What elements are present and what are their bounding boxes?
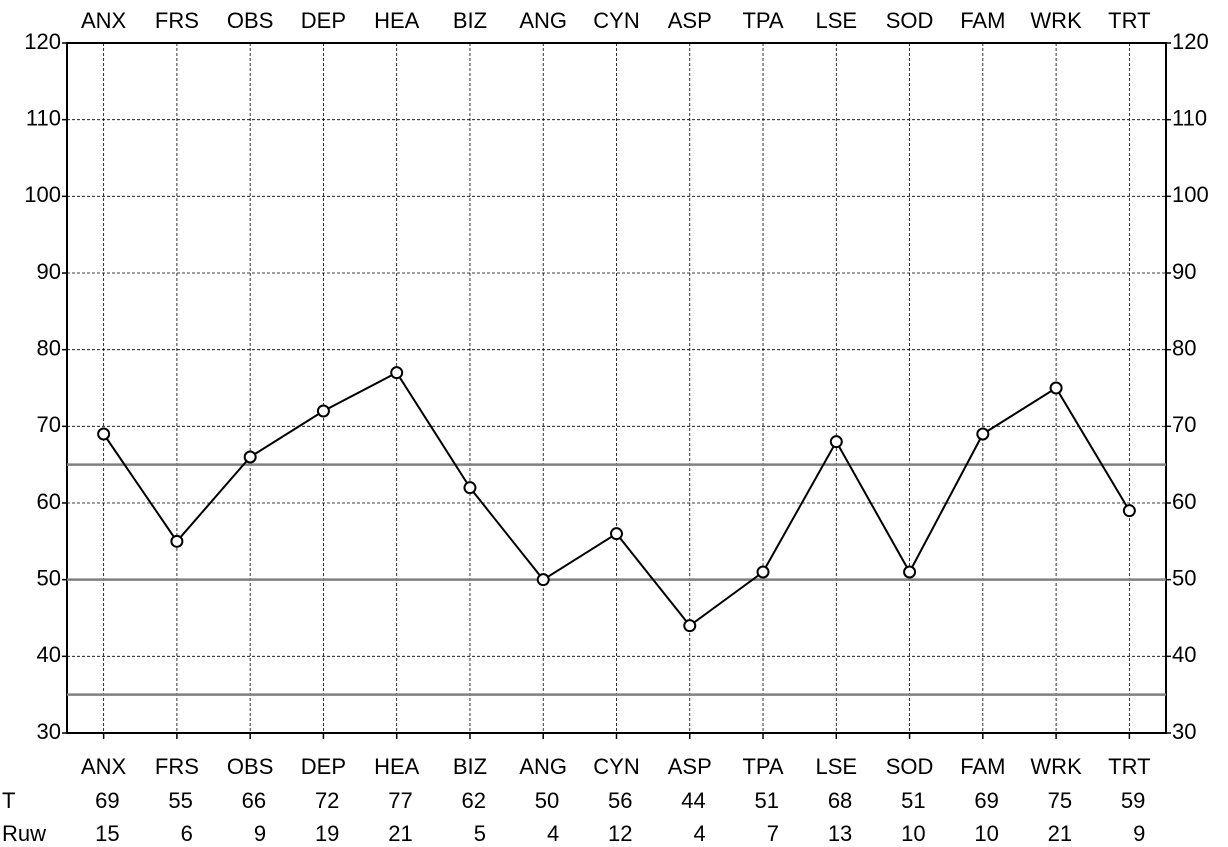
row-value: 6 [181, 821, 193, 846]
row-value: 7 [767, 821, 779, 846]
row-value: 44 [681, 788, 705, 813]
point [463, 481, 477, 495]
x-tick-label-top: BIZ [453, 8, 487, 33]
y-tick-label: 80 [37, 335, 61, 360]
row-value: 12 [608, 821, 632, 846]
y2-tick-label: 90 [1172, 259, 1196, 284]
point [903, 565, 917, 579]
y2-tick-label: 80 [1172, 335, 1196, 360]
y2-tick-label: 120 [1172, 29, 1209, 54]
x-tick-label-top: ANG [519, 8, 567, 33]
y-tick-label: 90 [37, 259, 61, 284]
x-tick-label-top: TRT [1108, 8, 1150, 33]
y-tick-label: 70 [37, 412, 61, 437]
row-value: 59 [1121, 788, 1145, 813]
x-tick-label-top: FAM [960, 8, 1005, 33]
row-label: T [2, 788, 15, 813]
row-value: 5 [474, 821, 486, 846]
x-tick-label-top: CYN [593, 8, 639, 33]
x-tick-label: OBS [227, 754, 273, 779]
y-tick-label: 50 [37, 565, 61, 590]
point [536, 573, 550, 587]
y-tick-label: 100 [24, 182, 61, 207]
x-tick-label: DEP [301, 754, 346, 779]
x-tick-label: BIZ [453, 754, 487, 779]
row-value: 62 [461, 788, 485, 813]
row-value: 69 [95, 788, 119, 813]
row-value: 21 [1048, 821, 1072, 846]
x-tick-label: ANX [81, 754, 127, 779]
row-value: 10 [901, 821, 925, 846]
point [610, 527, 623, 541]
row-value: 19 [315, 821, 339, 846]
row-value: 72 [315, 788, 339, 813]
row-value: 4 [694, 821, 706, 846]
row-value: 75 [1048, 788, 1072, 813]
row-value: 4 [547, 821, 559, 846]
y-tick-label: 60 [37, 489, 61, 514]
x-tick-label: TPA [742, 754, 783, 779]
point [316, 404, 330, 418]
x-tick-label-top: OBS [227, 8, 273, 33]
y-tick-label: 40 [37, 642, 61, 667]
y-tick-label: 120 [24, 29, 61, 54]
y2-tick-label: 110 [1172, 105, 1207, 130]
x-tick-label: FAM [960, 754, 1005, 779]
y2-tick-label: 30 [1172, 719, 1196, 744]
row-value: 69 [974, 788, 998, 813]
row-value: 10 [974, 821, 998, 846]
x-tick-label: HEA [374, 754, 420, 779]
row-value: 68 [828, 788, 852, 813]
point [97, 427, 111, 441]
row-value: 9 [1133, 821, 1145, 846]
x-tick-label: CYN [593, 754, 639, 779]
x-tick-label-top: HEA [374, 8, 420, 33]
x-tick-label: LSE [816, 754, 858, 779]
row-value: 13 [828, 821, 852, 846]
y2-tick-label: 60 [1172, 489, 1196, 514]
x-tick-label-top: FRS [155, 8, 199, 33]
row-value: 56 [608, 788, 632, 813]
row-value: 51 [901, 788, 925, 813]
point [1122, 504, 1136, 518]
x-tick-label-top: SOD [886, 8, 934, 33]
y2-tick-label: 40 [1172, 642, 1196, 667]
point [756, 565, 770, 579]
y2-tick-label: 50 [1172, 565, 1196, 590]
x-tick-label: TRT [1108, 754, 1150, 779]
x-tick-label: SOD [886, 754, 934, 779]
y-tick-label: 30 [37, 719, 61, 744]
row-value: 66 [242, 788, 266, 813]
x-tick-label-top: LSE [816, 8, 858, 33]
point [390, 366, 404, 380]
point [1049, 381, 1063, 395]
point [170, 534, 184, 548]
row-value: 55 [168, 788, 192, 813]
y2-tick-label: 70 [1172, 412, 1196, 437]
x-tick-label-top: DEP [301, 8, 346, 33]
x-tick-label-top: ASP [668, 8, 712, 33]
row-label: Ruw [2, 821, 46, 846]
y2-tick-label: 100 [1172, 182, 1209, 207]
point [243, 450, 257, 464]
point [683, 619, 697, 633]
point [976, 427, 990, 441]
x-tick-label-top: ANX [81, 8, 127, 33]
row-value: 77 [388, 788, 412, 813]
row-value: 9 [254, 821, 266, 846]
y-tick-label: 110 [26, 105, 61, 130]
row-value: 50 [535, 788, 559, 813]
row-value: 51 [755, 788, 779, 813]
row-value: 15 [95, 821, 119, 846]
x-tick-label-top: WRK [1030, 8, 1082, 33]
x-tick-label: ANG [519, 754, 567, 779]
x-tick-label: FRS [155, 754, 199, 779]
x-tick-label: WRK [1030, 754, 1082, 779]
point [829, 435, 843, 449]
x-tick-label-top: TPA [742, 8, 783, 33]
row-value: 21 [388, 821, 412, 846]
x-tick-label: ASP [668, 754, 712, 779]
